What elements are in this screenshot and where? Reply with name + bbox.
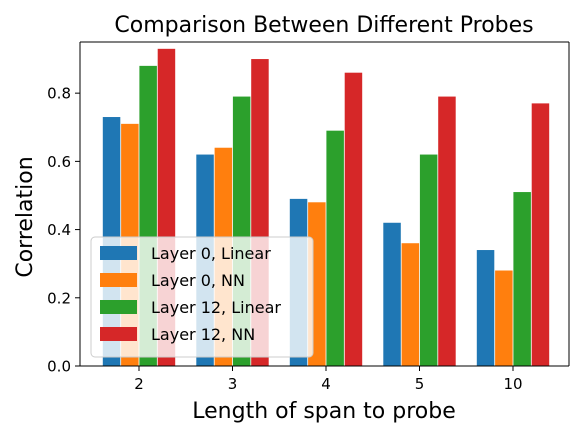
y-tick-label: 0.2 <box>47 289 71 307</box>
legend-swatch <box>100 300 137 314</box>
legend-label: Layer 0, Linear <box>151 244 271 263</box>
x-tick-label: 10 <box>503 375 522 393</box>
bar-layer-0-nn-10 <box>495 270 513 366</box>
bar-layer-12-linear-10 <box>513 192 531 366</box>
bar-layer-0-nn-5 <box>401 243 420 366</box>
legend-swatch <box>100 327 137 341</box>
x-tick-label: 3 <box>228 375 238 393</box>
y-tick-label: 0.0 <box>47 358 71 376</box>
axes-group: 0.0 0.2 0.4 0.6 0.8 2 3 4 5 10 <box>47 41 570 393</box>
legend-swatch <box>100 273 137 287</box>
legend: Layer 0, Linear Layer 0, NN Layer 12, Line… <box>90 236 314 358</box>
y-tick-label: 0.6 <box>47 153 71 171</box>
bar-layer-12-nn-5 <box>438 96 456 366</box>
y-axis-label: Correlation <box>13 156 38 277</box>
x-axis-label: Length of span to probe <box>192 399 455 424</box>
y-tick-label: 0.8 <box>47 85 71 103</box>
x-tick-label: 4 <box>321 375 331 393</box>
y-tick-label: 0.4 <box>47 221 71 239</box>
bar-layer-12-linear-5 <box>419 154 438 366</box>
legend-swatch <box>100 246 137 260</box>
x-tick-label: 2 <box>134 375 144 393</box>
legend-box <box>90 236 314 358</box>
legend-label: Layer 0, NN <box>151 271 245 290</box>
bar-layer-0-linear-5 <box>383 222 401 366</box>
bar-layer-0-linear-10 <box>476 250 495 366</box>
chart-title: Comparison Between Different Probes <box>114 13 533 38</box>
bar-layer-12-linear-4 <box>326 130 344 366</box>
x-tick-label: 5 <box>415 375 425 393</box>
legend-label: Layer 12, Linear <box>151 298 281 317</box>
bar-layer-12-nn-10 <box>531 103 550 366</box>
bar-layer-12-nn-4 <box>344 72 363 366</box>
legend-label: Layer 12, NN <box>151 325 255 344</box>
